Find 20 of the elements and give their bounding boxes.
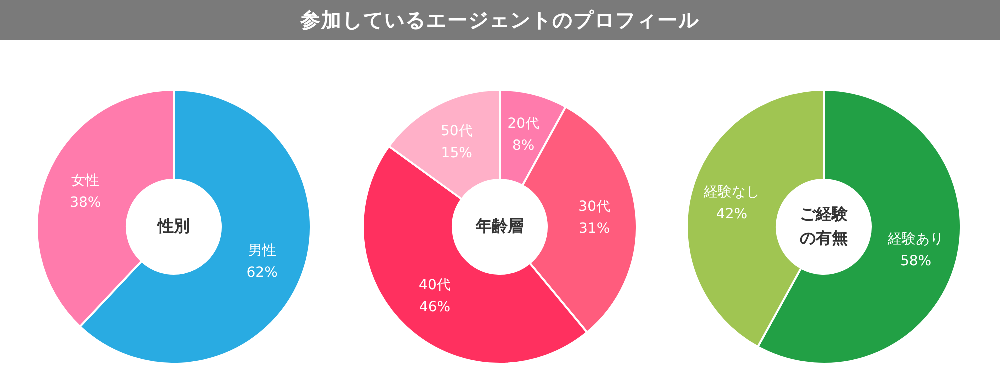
text: 年齢層 [475, 216, 524, 236]
data-label: 38% [70, 195, 102, 212]
data-label: 62% [246, 264, 278, 281]
data-label: 31% [579, 221, 610, 238]
text: ご経験の有無 [800, 204, 849, 248]
slice-label: 女性 [72, 173, 100, 190]
slice-label: 40代 [419, 277, 451, 294]
text: 参加しているエージェントのプロフィール [0, 0, 1000, 40]
data-label: 42% [716, 206, 748, 222]
slice-label: 20代 [508, 116, 540, 132]
data-label: 58% [900, 254, 932, 270]
slice-label: 男性 [248, 242, 276, 259]
data-label: 8% [512, 138, 535, 154]
slice-label: 50代 [440, 123, 473, 140]
data-label: 15% [441, 145, 472, 162]
data-label: 46% [419, 299, 451, 316]
text: 性別 [157, 216, 190, 236]
slice-label: 経験なし [702, 184, 760, 200]
slice-label: 30代 [578, 199, 610, 216]
slice-label: 経験あり [887, 232, 944, 248]
